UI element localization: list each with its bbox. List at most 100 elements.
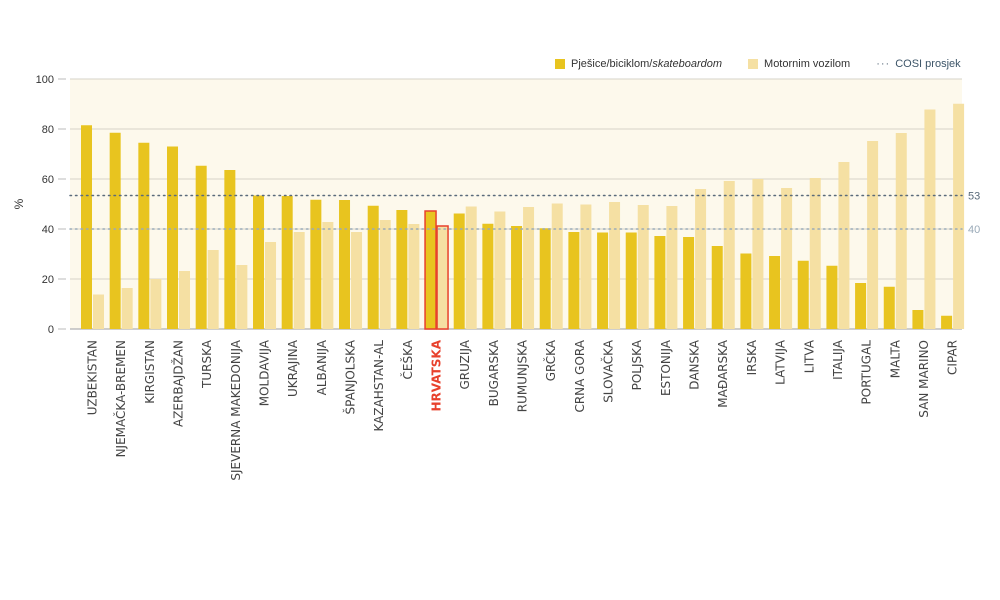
legend-item-motor: Motornim vozilom [748,58,850,70]
x-tick-label: ČEŠKA [400,339,415,379]
bar-motor-cipar [953,103,965,329]
bar-walk-bugarska [482,223,494,329]
x-tick-label: MALTA [888,339,902,378]
bar-motor-rumunjska [523,207,535,329]
y-tick-label: 100 [36,74,54,86]
bar-motor-hrvatska [436,225,449,330]
bar-walk-češka [396,210,408,329]
bars [81,103,965,330]
bar-walk-poljska [625,232,637,329]
bar-walk-san-marino [912,310,924,329]
x-tick-label: SAN MARINO [917,340,931,418]
bar-walk-danska [683,237,695,329]
bar-motor-albanija [322,222,334,329]
bar-motor-grčka [551,203,563,329]
x-tick-label: UZBEKISTAN [86,340,100,415]
x-tick-label: TURSKA [200,339,214,389]
bar-walk-moldavija [253,195,265,329]
bar-walk-grčka [539,228,551,329]
bar-motor-mađarska [723,181,735,329]
x-tick-label: RUMUNJSKA [516,339,530,412]
y-tick-label: 20 [42,274,54,286]
bar-motor-turska [207,250,219,329]
x-tick-label: UKRAJINA [286,339,300,397]
legend-label-walk: Pješice/biciklom/skateboardom [571,58,722,70]
bar-motor-azerbajdžan [179,271,191,329]
bar-motor-ukrajina [293,232,305,329]
bar-walk-albanija [310,199,322,329]
x-tick-label: NJEMAČKA-BREMEN [113,340,128,457]
bar-motor-italija [838,162,850,329]
bar-motor-slovačka [609,202,621,329]
bar-walk-italija [826,265,838,329]
bar-motor-španjolska [351,232,363,329]
bar-motor-latvija [781,188,793,329]
bar-motor-san-marino [924,109,936,329]
bar-walk-malta [883,286,895,329]
bar-walk-mađarska [711,246,723,329]
x-tick-label: ALBANIJA [315,339,329,395]
bar-motor-uzbekistan [93,294,104,329]
bar-walk-hrvatska [424,210,437,330]
legend-swatch-motor [748,59,759,69]
x-tick-label: ITALIJA [831,339,845,380]
x-tick-label: PORTUGAL [860,340,874,405]
bar-walk-irska [740,253,752,329]
x-tick-label: GRUZIJA [458,339,472,389]
legend-label-walk-italic: skateboardom [652,58,723,70]
x-tick-label: IRSKA [745,339,759,375]
bar-walk-njemačka-bremen [109,132,121,329]
y-axis-label: % [12,198,26,209]
bar-motor-kazahstan-al [379,220,391,329]
bar-walk-estonija [654,236,666,329]
x-tick-label: BUGARSKA [487,339,501,406]
bar-walk-cipar [941,315,953,329]
bar-motor-danska [695,189,707,329]
bar-motor-sjeverna-makedonija [236,265,248,329]
x-tick-label: CIPAR [946,340,960,375]
legend-item-walk: Pješice/biciklom/skateboardom [555,58,722,70]
y-tick-label: 80 [42,124,54,136]
legend-swatch-walk [555,59,565,69]
y-tick-label: 60 [42,174,54,186]
x-tick-label: CRNA GORA [573,339,587,412]
bar-motor-litva [809,178,821,329]
bar-motor-češka [408,224,420,329]
bar-walk-sjeverna-makedonija [224,170,236,329]
x-tick-label: LITVA [802,339,816,373]
legend-item-reference: ··· COSI prosjek [876,58,960,70]
bar-walk-portugal [855,283,867,329]
dotted-line-icon: ··· [876,58,891,70]
x-tick-label: GRČKA [543,339,558,381]
x-tick-label: DANSKA [688,339,702,389]
legend-label-reference: COSI prosjek [895,58,961,70]
legend-label-walk-prefix: Pješice/biciklom/ [571,58,653,70]
y-tick-label: 40 [42,224,54,236]
bar-walk-kirgistan [138,142,150,329]
bar-walk-ukrajina [281,196,293,329]
x-tick-label: SJEVERNA MAKEDONIJA [229,339,243,480]
bar-motor-njemačka-bremen [121,288,133,329]
x-tick-label: ESTONIJA [659,339,673,396]
bar-walk-litva [797,260,809,329]
bar-walk-španjolska [339,200,351,329]
reference-line-label: 53 [968,191,980,203]
bar-motor-kirgistan [150,279,162,329]
x-tick-label: AZERBAJDŽAN [171,340,186,427]
chart-legend: Pješice/biciklom/skateboardom Motornim v… [555,58,961,70]
x-axis-labels: UZBEKISTAN NJEMAČKA-BREMEN KIRGISTAN AZERBA… [86,339,960,480]
bar-motor-moldavija [265,242,277,329]
bar-walk-kazahstan-al [367,205,379,329]
bar-motor-gruzija [465,206,477,329]
bar-walk-gruzija [453,213,465,329]
bar-motor-bugarska [494,211,506,329]
bar-motor-estonija [666,206,678,329]
x-tick-label: MAĐARSKA [716,339,730,407]
x-tick-label: HRVATSKA [430,339,444,411]
reference-lines: 53 40 [69,191,980,236]
bar-motor-irska [752,179,764,329]
bar-walk-rumunjska [511,226,523,329]
bar-walk-crna-gora [568,232,580,329]
legend-label-motor: Motornim vozilom [764,58,851,70]
